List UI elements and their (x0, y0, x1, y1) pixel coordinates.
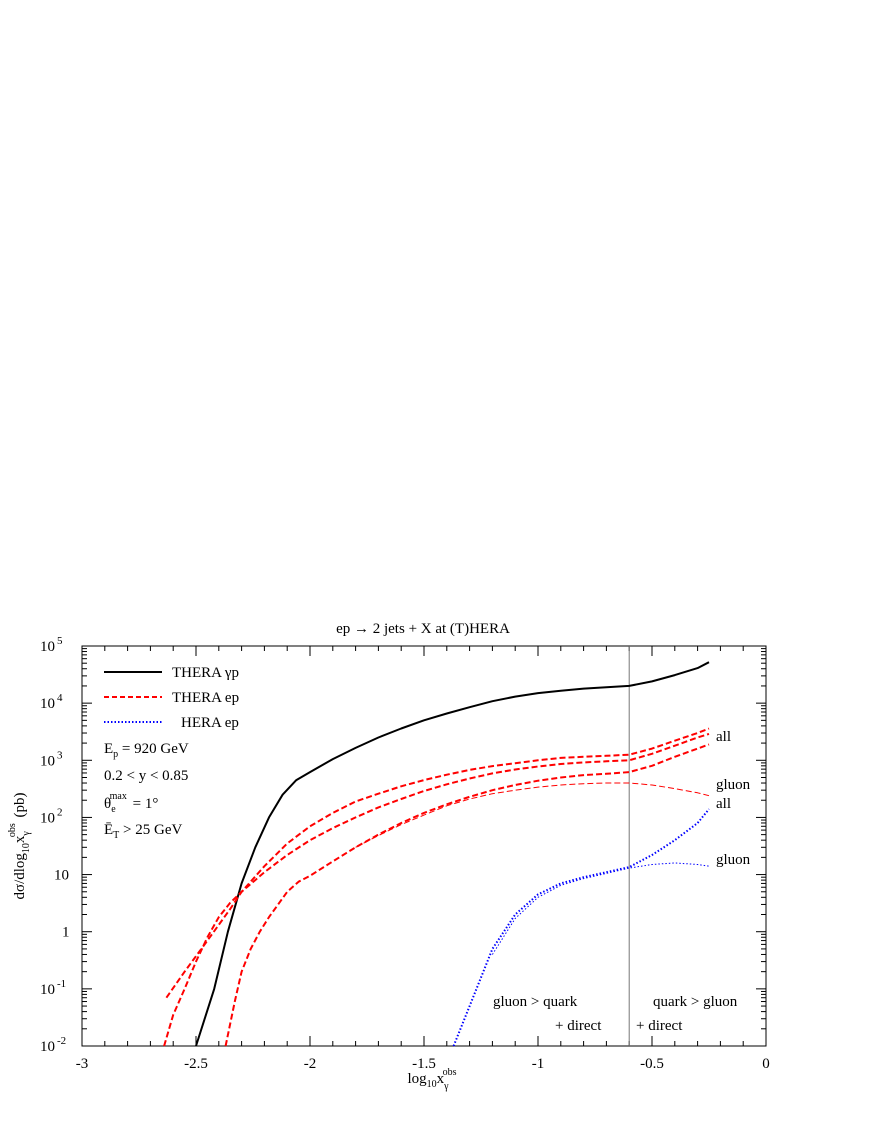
y-tick-label: 1 (62, 925, 70, 941)
legend: THERA γp THERA ep HERA ep (104, 665, 239, 731)
label-thera-gluon: gluon (716, 777, 751, 793)
series-layer (163, 661, 710, 1047)
cut-et: ĒT > 25 GeV (104, 822, 182, 841)
x-tick-labels: -3 -2.5 -2 -1.5 -1 -0.5 0 (76, 1056, 770, 1072)
label-hera-all: all (716, 796, 731, 812)
cuts-annotation: Ep = 920 GeV 0.2 < y < 0.85 θemax = 1° Ē… (104, 741, 189, 841)
region-right-line1: quark > gluon (653, 994, 738, 1010)
axis-ticks (81, 645, 767, 1047)
region-left-line1: gluon > quark (493, 994, 578, 1010)
series-line-4 (355, 782, 710, 848)
y-tick-label: 10 3 (40, 749, 63, 769)
region-left-line2: + direct (555, 1018, 602, 1034)
y-tick-label: 10 (54, 868, 69, 884)
x-tick-label: -3 (76, 1056, 89, 1072)
label-thera-all: all (716, 729, 731, 745)
legend-label-hera-ep: HERA ep (181, 715, 239, 731)
chart-title: ep → 2 jets + X at (T)HERA (336, 621, 510, 637)
y-tick-label: 10 -2 (40, 1035, 66, 1055)
x-tick-label: -1 (532, 1056, 545, 1072)
x-axis-label: log10xγobs (408, 1067, 457, 1092)
label-hera-gluon: gluon (716, 852, 751, 868)
series-line-6 (491, 862, 710, 955)
x-tick-label: 0 (762, 1056, 770, 1072)
cut-proton-energy: Ep = 920 GeV (104, 741, 189, 760)
series-line-2 (163, 732, 710, 1047)
y-tick-label: 10 -1 (40, 978, 66, 998)
y-tick-label: 10 4 (40, 692, 63, 712)
x-tick-label: -0.5 (640, 1056, 664, 1072)
legend-label-thera-ep: THERA ep (172, 690, 239, 706)
cut-y-range: 0.2 < y < 0.85 (104, 768, 188, 784)
x-tick-label: -2 (304, 1056, 317, 1072)
y-axis-label: dσ/dlog10xγobs (pb) (7, 793, 32, 900)
cut-theta: θemax = 1° (104, 791, 158, 815)
legend-label-thera-gp: THERA γp (172, 665, 239, 681)
series-line-3 (224, 743, 710, 1047)
x-tick-label: -2.5 (184, 1056, 208, 1072)
region-right-line2: + direct (636, 1018, 683, 1034)
x-tick-label: -1.5 (412, 1056, 436, 1072)
series-line-0 (195, 661, 710, 1047)
y-tick-label: 10 2 (40, 806, 63, 826)
series-line-5 (452, 808, 710, 1047)
y-tick-label: 10 5 (40, 635, 63, 655)
